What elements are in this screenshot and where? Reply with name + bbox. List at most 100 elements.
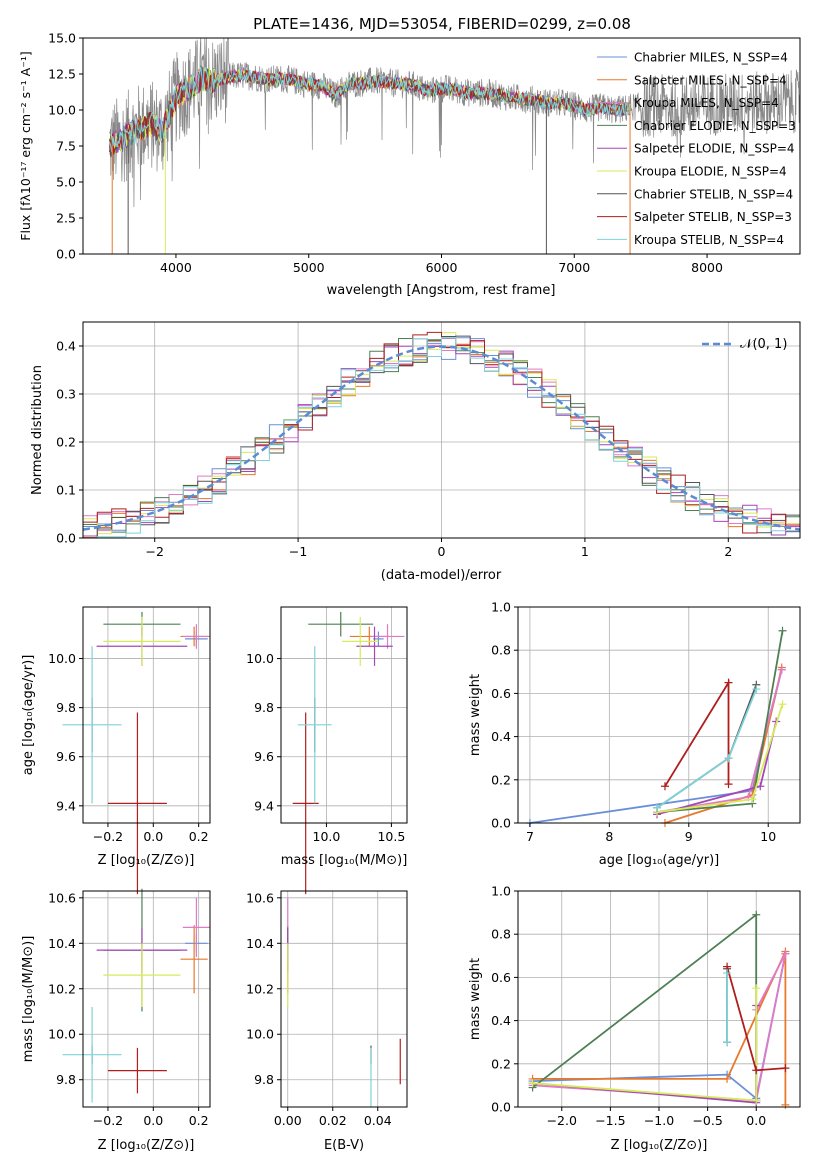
x-tick-label: −2 (145, 544, 163, 559)
spectrum-xlabel: wavelength [Angstrom, rest frame] (327, 283, 556, 298)
age-weight-xlabel: age [log₁₀(age/yr)] (599, 853, 720, 868)
legend-label-salpeter_elodie: Salpeter ELODIE, N_SSP=4 (634, 142, 795, 156)
z-vs-mass-panel: −0.2 0.0 0.2 9.8 10.0 10.2 10.4 10.6 Z [log₁₀(Z… (21, 888, 211, 1153)
histogram-ylabel: Normed distribution (30, 365, 45, 495)
x-tick-label: −0.2 (93, 829, 123, 844)
x-tick-label: −0.2 (93, 1113, 123, 1128)
x-tick-label: 10 (760, 829, 776, 844)
y-tick-label: 0.4 (491, 1013, 511, 1028)
z-mass-ylabel: mass [log₁₀(M/M⊙)] (21, 936, 36, 1063)
x-tick-label: −1 (289, 544, 307, 559)
z-age-xlabel: Z [log₁₀(Z/Z⊙)] (98, 853, 195, 868)
legend-label-salpeter_miles: Salpeter MILES, N_SSP=4 (634, 73, 787, 87)
y-tick-label: 5.0 (56, 175, 76, 190)
y-tick-label: 0.6 (491, 686, 511, 701)
weight-marker-salpeter_stelib (660, 782, 669, 791)
x-tick-label: −0.5 (692, 1113, 722, 1128)
legend-label-kroupa_elodie: Kroupa ELODIE, N_SSP=4 (634, 165, 787, 179)
x-tick-label: 6000 (426, 260, 458, 275)
x-tick-label: 0.02 (319, 1113, 347, 1128)
spectrum-ylabel: Flux [fλ10⁻¹⁷ erg cm⁻² s⁻¹ A⁻¹] (18, 51, 33, 240)
x-tick-label: 10.0 (313, 829, 341, 844)
x-tick-label: 1 (581, 544, 589, 559)
legend-label-chabrier_stelib: Chabrier STELIB, N_SSP=4 (634, 187, 793, 201)
mass-vs-age-panel: 10.0 10.5 9.4 9.6 9.8 10.0 mass [log₁₀(M/M⊙)] (246, 606, 408, 895)
ebv-mass-axes-frame (280, 890, 408, 1108)
x-tick-label: 4000 (160, 260, 192, 275)
weight-marker-kroupa_stelib (724, 754, 733, 763)
normal-curve (82, 345, 801, 531)
legend-label-kroupa_stelib: Kroupa STELIB, N_SSP=4 (634, 233, 784, 247)
y-tick-label: 10.0 (48, 651, 76, 666)
x-tick-label: 0.00 (274, 1113, 302, 1128)
normal-legend-label: 𝒩(0, 1) (740, 337, 787, 352)
z-weight-panel: −2.0 −1.5 −1.0 −0.5 0.0 0.0 0.2 0.4 0.6 0.8 1.0 Z … (468, 884, 801, 1153)
weight-marker-salpeter_stelib (724, 780, 733, 789)
model-spectrum-kroupa_stelib (109, 66, 631, 152)
legend-label-chabrier_elodie: Chabrier ELODIE, N_SSP=3 (634, 119, 796, 133)
legend-label-kroupa_miles: Kroupa MILES, N_SSP=4 (634, 96, 779, 110)
x-tick-label: 5000 (293, 260, 325, 275)
y-tick-label: 12.5 (48, 67, 76, 82)
weight-marker-salpeter_miles (781, 1100, 790, 1109)
x-tick-label: −1.0 (644, 1113, 674, 1128)
y-tick-label: 9.4 (56, 798, 76, 813)
y-tick-label: 15.0 (48, 31, 76, 46)
x-tick-label: 0.2 (189, 1113, 209, 1128)
x-tick-label: 0.0 (143, 1113, 163, 1128)
z-mass-xlabel: Z [log₁₀(Z/Z⊙)] (98, 1138, 195, 1153)
y-tick-label: 9.8 (254, 1072, 274, 1087)
spectrum-panel: PLATE=1436, MJD=53054, FIBERID=0299, z=0… (18, 15, 801, 298)
y-tick-label: 10.2 (48, 981, 76, 996)
ebv-vs-mass-panel: 0.00 0.02 0.04 9.8 10.0 10.2 10.4 10.6 E(B-V) (246, 890, 408, 1153)
weight-marker-kroupa_miles (777, 665, 786, 674)
y-tick-label: 0.8 (491, 927, 511, 942)
y-tick-label: 10.0 (246, 1027, 274, 1042)
weight-marker-kroupa_elodie (778, 700, 787, 709)
weight-marker-salpeter_stelib (752, 1066, 761, 1075)
legend-label-chabrier_miles: Chabrier MILES, N_SSP=4 (634, 51, 788, 65)
y-tick-label: 9.8 (56, 1072, 76, 1087)
y-tick-label: 0.0 (491, 1100, 511, 1115)
x-tick-label: 8 (605, 829, 613, 844)
x-tick-label: 10.5 (377, 829, 405, 844)
y-tick-label: 1.0 (491, 884, 511, 899)
x-tick-label: 0.2 (189, 829, 209, 844)
weight-marker-kroupa_elodie (752, 1096, 761, 1105)
y-tick-label: 10.6 (48, 890, 76, 905)
y-tick-label: 10.2 (246, 981, 274, 996)
x-tick-label: 9 (685, 829, 693, 844)
y-tick-label: 0.0 (56, 247, 76, 262)
age-weight-panel: 7 8 9 10 0.0 0.2 0.4 0.6 0.8 1.0 age [log₁₀(age/y… (468, 600, 801, 868)
mass-age-axes-frame (280, 606, 408, 824)
weight-marker-salpeter_miles (723, 1074, 732, 1083)
y-tick-label: 2.5 (56, 211, 76, 226)
x-tick-label: −2.0 (547, 1113, 577, 1128)
y-tick-label: 9.4 (254, 798, 274, 813)
y-tick-label: 10.0 (48, 1027, 76, 1042)
x-tick-label: 7 (526, 829, 534, 844)
x-tick-label: 7000 (558, 260, 590, 275)
y-tick-label: 0.0 (491, 816, 511, 831)
y-tick-label: 10.6 (246, 890, 274, 905)
histogram-xlabel: (data-model)/error (381, 568, 502, 583)
y-tick-label: 9.8 (56, 700, 76, 715)
weight-marker-kroupa_stelib (653, 803, 662, 812)
y-tick-label: 10.0 (48, 103, 76, 118)
y-tick-label: 0.6 (491, 970, 511, 985)
x-tick-label: 2 (724, 544, 732, 559)
age-weight-ylabel: mass weight (468, 674, 483, 756)
x-tick-label: 0 (438, 544, 446, 559)
y-tick-label: 9.6 (56, 749, 76, 764)
z-age-ylabel: age [log₁₀(age/yr)] (21, 655, 36, 776)
y-tick-label: 0.8 (491, 643, 511, 658)
y-tick-label: 1.0 (491, 600, 511, 615)
z-age-axes-frame (82, 606, 211, 824)
weight-marker-kroupa_elodie (752, 984, 761, 993)
weight-marker-kroupa_stelib (752, 685, 761, 694)
weight-marker-kroupa_miles (781, 949, 790, 958)
y-tick-label: 9.6 (254, 749, 274, 764)
weight-marker-kroupa_stelib (723, 969, 732, 978)
weight-marker-salpeter_stelib (781, 1064, 790, 1073)
